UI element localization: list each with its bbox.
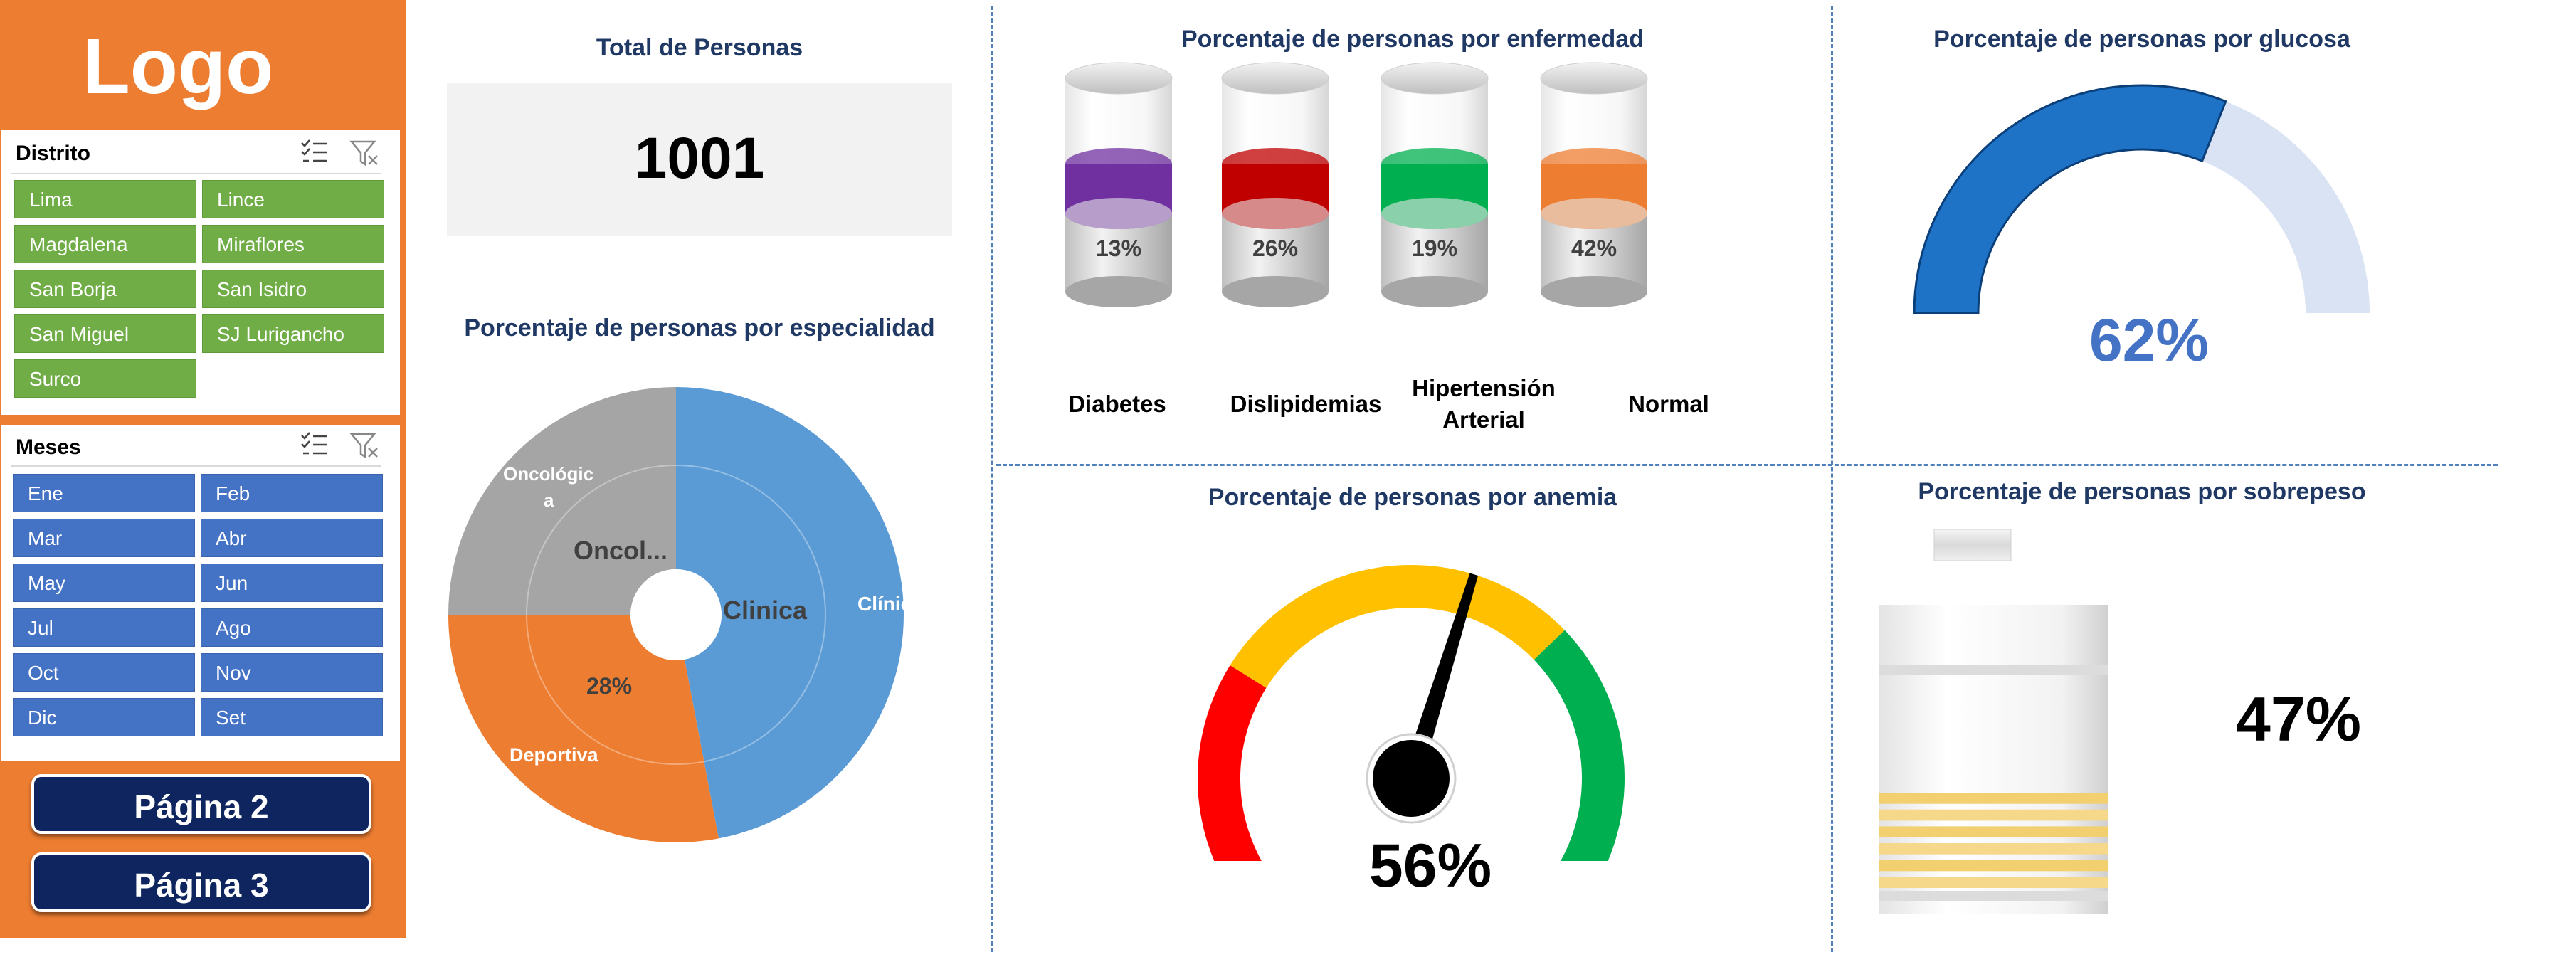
donut-hole <box>630 569 722 660</box>
clear-filter-icon[interactable] <box>349 430 380 461</box>
label-oncologica-wrap: a <box>544 490 554 511</box>
glucose-fill <box>1913 84 2227 314</box>
label-oncologica: Oncológic <box>503 463 593 485</box>
overweight-pct: 47% <box>2235 684 2362 754</box>
district-tile-magdalena[interactable]: Magdalena <box>14 225 196 263</box>
slicer-divider <box>11 465 381 467</box>
cylinder-pct-1: 26% <box>1252 236 1298 261</box>
district-tile-san-borja[interactable]: San Borja <box>14 270 196 308</box>
district-slicer-title: Distrito <box>16 142 90 165</box>
district-tile-san-miguel[interactable]: San Miguel <box>14 314 196 353</box>
disease-label-normal: Normal <box>1628 391 1709 417</box>
inner-label-pct: 28% <box>586 673 632 699</box>
district-tile-lima[interactable]: Lima <box>14 180 196 218</box>
total-value: 1001 <box>634 126 765 191</box>
glucose-title: Porcentaje de personas por glucosa <box>1933 26 2350 53</box>
month-tile-may[interactable]: May <box>13 564 195 602</box>
label-clinica: Clínica <box>857 593 923 615</box>
panel-divider <box>1831 6 1833 952</box>
anemia-band-green <box>1534 630 1625 861</box>
overweight-jar <box>1879 529 2108 914</box>
jar-fill-stripes <box>1879 793 2108 888</box>
glucose-pct: 62% <box>2089 307 2210 374</box>
page-3-button[interactable]: Página 3 <box>31 852 371 912</box>
disease-label-diabetes: Diabetes <box>1068 391 1166 417</box>
sidebar: Logo Distrito Lima Lince Magdalena Miraf… <box>0 0 406 938</box>
months-slicer: Meses Ene Feb Mar Abr May Jun Jul Ago Oc… <box>1 425 400 761</box>
disease-label-hipertension-line1: Hipertensión <box>1412 375 1556 401</box>
months-slicer-title: Meses <box>16 435 81 459</box>
disease-label-hipertension: Hipertensión Arterial <box>1398 373 1569 435</box>
glucose-gauge <box>1913 84 2370 314</box>
anemia-band-yellow <box>1230 565 1565 688</box>
cylinder-pct-3: 42% <box>1571 236 1617 261</box>
slice-clinica <box>676 387 904 839</box>
month-tile-abr[interactable]: Abr <box>201 519 383 557</box>
disease-label-hipertension-line2: Arterial <box>1442 406 1525 433</box>
district-tile-sj-lurigancho[interactable]: SJ Lurigancho <box>202 314 384 353</box>
overweight-title: Porcentaje de personas por sobrepeso <box>1918 478 2366 505</box>
anemia-title: Porcentaje de personas por anemia <box>1208 484 1617 511</box>
total-card: 1001 <box>447 83 952 236</box>
district-slicer: Distrito Lima Lince Magdalena Miraflores… <box>1 130 400 415</box>
district-tile-san-isidro[interactable]: San Isidro <box>202 270 384 308</box>
panel-divider <box>996 464 2498 466</box>
disease-label-dislipidemias: Dislipidemias <box>1230 391 1382 417</box>
multi-select-icon[interactable] <box>299 430 330 461</box>
month-tile-feb[interactable]: Feb <box>201 474 383 512</box>
month-tile-jun[interactable]: Jun <box>201 564 383 602</box>
label-deportiva: Deportiva <box>510 744 599 766</box>
specialty-donut-chart: Clínica Oncológic a Deportiva Oncol... C… <box>448 387 923 842</box>
page-2-button[interactable]: Página 2 <box>31 774 371 834</box>
clear-filter-icon[interactable] <box>349 137 380 169</box>
district-tile-lince[interactable]: Lince <box>202 180 384 218</box>
slice-oncologica <box>448 387 676 615</box>
anemia-pct: 56% <box>1368 832 1492 900</box>
month-tile-dic[interactable]: Dic <box>13 698 195 736</box>
district-tile-surco[interactable]: Surco <box>14 359 196 398</box>
specialty-title: Porcentaje de personas por especialidad <box>464 314 935 342</box>
month-tile-ago[interactable]: Ago <box>201 608 383 647</box>
inner-label-clinica: Clinica <box>723 596 808 625</box>
anemia-needle <box>1401 573 1479 782</box>
inner-label-oncol: Oncol... <box>574 536 667 565</box>
total-title: Total de Personas <box>596 34 803 61</box>
anemia-band-red <box>1198 665 1267 861</box>
cylinder-pct-0: 13% <box>1096 236 1141 261</box>
cylinder-pct-2: 19% <box>1412 236 1457 261</box>
panel-divider <box>991 6 993 952</box>
logo: Logo <box>82 23 274 110</box>
month-tile-jul[interactable]: Jul <box>13 608 195 647</box>
month-tile-set[interactable]: Set <box>201 698 383 736</box>
anemia-gauge <box>1198 565 1625 861</box>
district-tile-miraflores[interactable]: Miraflores <box>202 225 384 263</box>
month-tile-oct[interactable]: Oct <box>13 653 195 692</box>
month-tile-nov[interactable]: Nov <box>201 653 383 692</box>
jar-lid <box>1933 529 2012 561</box>
disease-title: Porcentaje de personas por enfermedad <box>1181 26 1644 53</box>
slice-deportiva <box>448 615 719 842</box>
month-tile-ene[interactable]: Ene <box>13 474 195 512</box>
month-tile-mar[interactable]: Mar <box>13 519 195 557</box>
slicer-divider <box>11 173 381 174</box>
disease-cylinder-chart: 13% 26% 19% 42% <box>1065 62 1648 307</box>
multi-select-icon[interactable] <box>299 137 330 169</box>
anemia-needle-hub <box>1373 740 1450 817</box>
